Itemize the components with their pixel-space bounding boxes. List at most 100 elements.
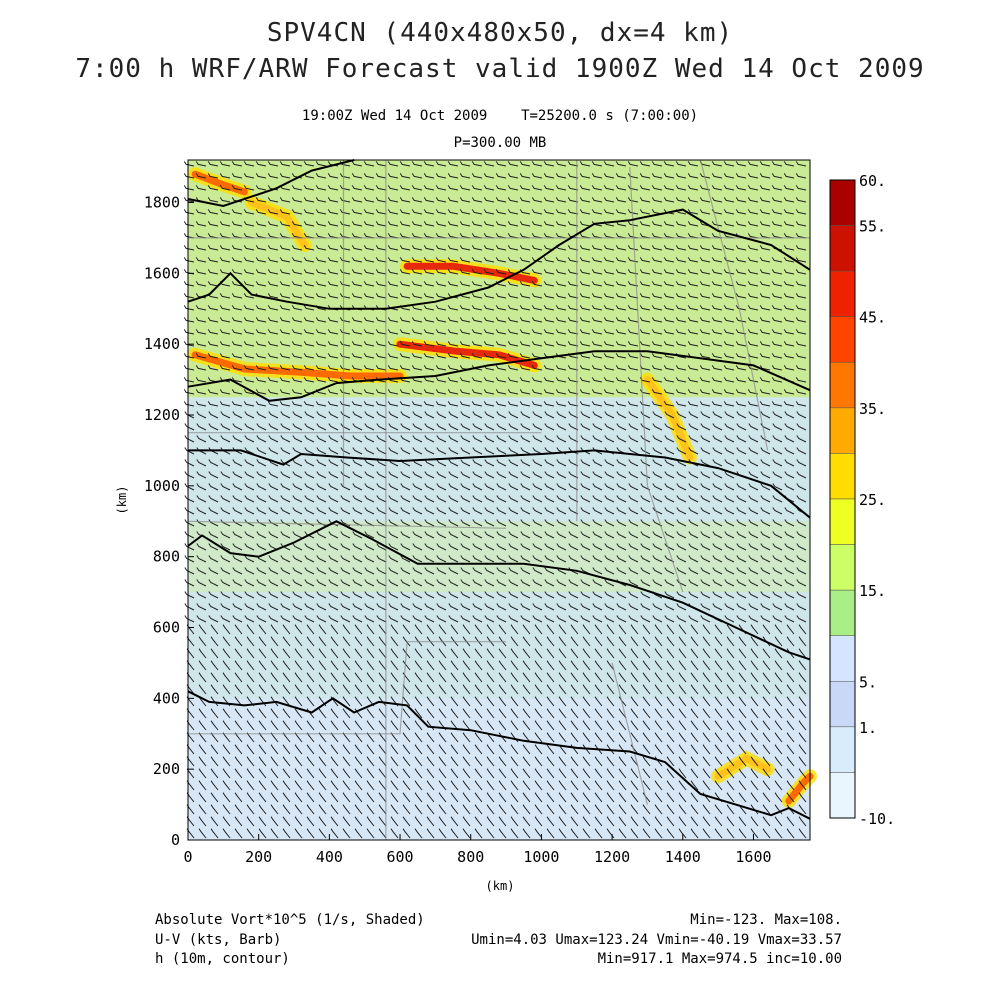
wind-barb: [786, 684, 795, 695]
wind-barb: [760, 615, 771, 623]
wind-barb: [774, 732, 783, 743]
wind-barb: [738, 744, 747, 755]
wind-barb: [378, 780, 387, 791]
wind-barb: [280, 591, 291, 599]
wind-barb: [510, 768, 519, 779]
wind-barb: [435, 389, 447, 395]
wind-barb: [231, 173, 243, 179]
wind-barb: [486, 792, 495, 803]
wind-barb: [642, 708, 651, 719]
wind-barb: [414, 624, 423, 635]
wind-barb: [507, 341, 519, 347]
wind-barb: [615, 209, 627, 215]
wind-barb: [556, 471, 567, 479]
wind-barb: [207, 197, 219, 203]
wind-barb: [183, 305, 195, 311]
wind-barb: [474, 816, 483, 827]
wind-barb: [534, 816, 543, 827]
wind-barb: [594, 720, 603, 731]
wind-barb: [750, 720, 759, 731]
wind-barb: [714, 684, 723, 695]
wind-barb: [388, 519, 399, 527]
wind-barb: [726, 732, 735, 743]
wind-barb: [594, 756, 603, 767]
wind-barb: [519, 365, 531, 371]
wind-barb: [712, 483, 723, 491]
wind-barb: [328, 423, 339, 431]
wind-barb: [531, 317, 543, 323]
wind-barb: [699, 329, 711, 335]
wind-barb: [292, 543, 303, 551]
wind-barb: [231, 389, 243, 395]
wind-barb: [579, 185, 591, 191]
wind-barb: [315, 245, 327, 251]
wind-barb: [472, 447, 483, 455]
wind-barb: [270, 636, 279, 647]
wind-barb: [354, 744, 363, 755]
wind-barb: [210, 780, 219, 791]
wind-barb: [702, 816, 711, 827]
wind-barb: [531, 281, 543, 287]
wind-barb: [306, 672, 315, 683]
wind-barb: [676, 447, 687, 455]
wind-barb: [459, 197, 471, 203]
wind-barb: [759, 209, 771, 215]
y-tick-label: 600: [153, 619, 180, 637]
wind-barb: [315, 221, 327, 227]
wind-barb: [267, 377, 279, 383]
wind-barb: [246, 648, 255, 659]
wind-barb: [498, 720, 507, 731]
wind-barb: [330, 684, 339, 695]
wind-barb: [759, 185, 771, 191]
wind-barb: [520, 447, 531, 455]
wind-barb: [772, 579, 783, 587]
wind-barb: [627, 377, 639, 383]
wind-barb: [678, 648, 687, 659]
wind-barb: [244, 495, 255, 503]
wind-barb: [760, 459, 771, 467]
wind-barb: [568, 579, 579, 587]
wind-barb: [510, 624, 519, 635]
wind-barb: [243, 257, 255, 263]
wind-barb: [267, 197, 279, 203]
wind-barb: [195, 281, 207, 287]
wind-barb: [220, 495, 231, 503]
wind-barb: [327, 209, 339, 215]
wind-barb: [543, 317, 555, 323]
wind-barb: [375, 353, 387, 359]
wind-barb: [795, 257, 807, 263]
wind-barb: [423, 209, 435, 215]
wind-barb: [654, 708, 663, 719]
wind-barb: [474, 708, 483, 719]
wind-barb: [676, 435, 687, 443]
wind-barb: [243, 173, 255, 179]
wind-barb: [196, 603, 207, 611]
wind-barb: [580, 555, 591, 563]
wind-barb: [748, 495, 759, 503]
wind-barb: [580, 615, 591, 623]
wind-barb: [268, 507, 279, 515]
wind-barb: [424, 495, 435, 503]
wind-barb: [411, 257, 423, 263]
wind-barb: [582, 756, 591, 767]
wind-barb: [556, 423, 567, 431]
wind-barb: [294, 768, 303, 779]
wind-barb: [291, 377, 303, 383]
wind-barb: [268, 603, 279, 611]
wind-barb: [546, 816, 555, 827]
wind-barb: [534, 684, 543, 695]
wind-barb: [448, 423, 459, 431]
wind-barb: [282, 636, 291, 647]
wind-barb: [604, 603, 615, 611]
wind-barb: [750, 804, 759, 815]
wind-barb: [267, 269, 279, 275]
wind-barb: [508, 435, 519, 443]
wind-barb: [472, 555, 483, 563]
wind-barb: [447, 329, 459, 335]
wind-barb: [795, 185, 807, 191]
wind-barb: [207, 161, 219, 167]
wind-barb: [387, 389, 399, 395]
wind-barb: [555, 341, 567, 347]
wind-barb: [426, 660, 435, 671]
wind-barb: [376, 591, 387, 599]
